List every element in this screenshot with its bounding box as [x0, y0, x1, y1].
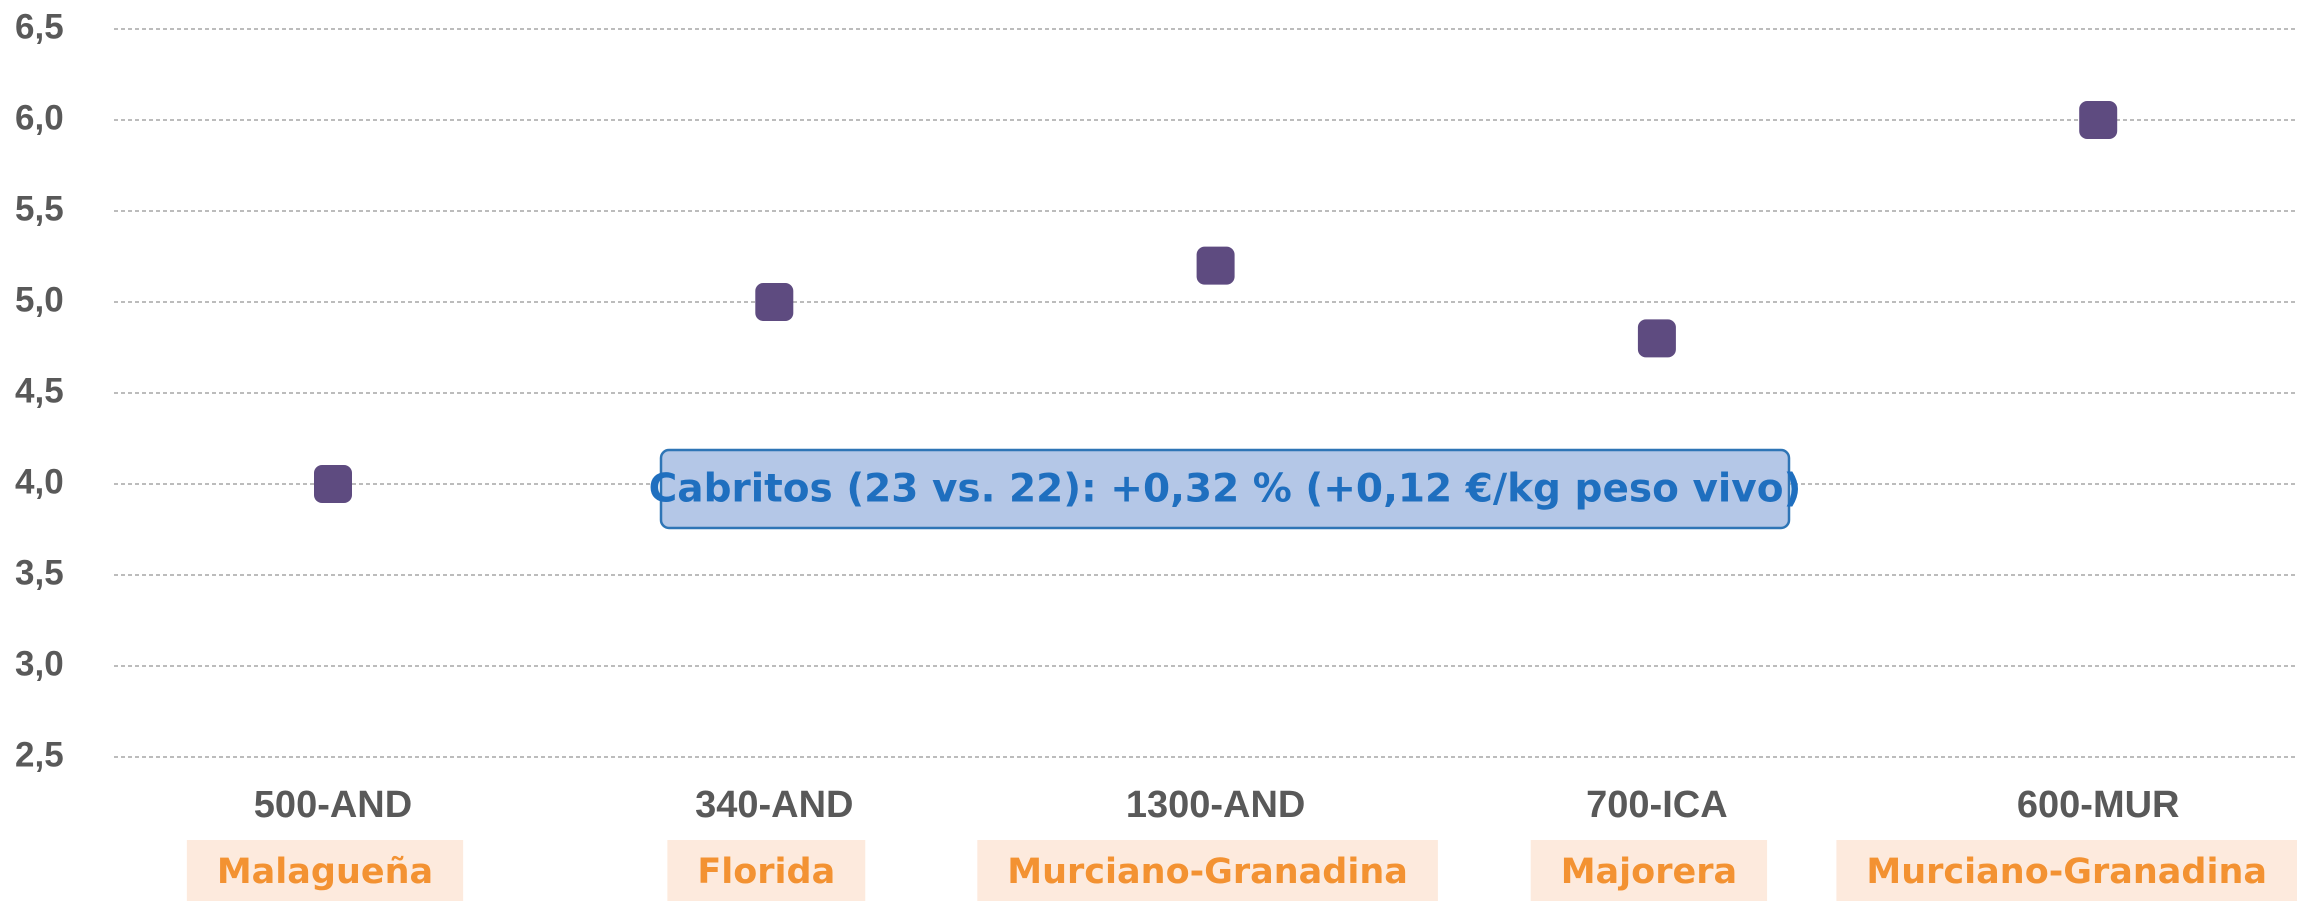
- x-tick-label: 700-ICA: [1586, 784, 1728, 826]
- subcategory-label: Majorera: [1561, 852, 1737, 892]
- subcategory-box: [1530, 840, 1768, 901]
- subcategory-box: [667, 840, 866, 901]
- y-tick-label: 5,0: [15, 280, 64, 319]
- x-tick-label: 340-AND: [695, 784, 853, 826]
- annotation: Cabritos (23 vs. 22): +0,32 % (+0,12 €/k…: [649, 467, 1802, 512]
- point: [755, 283, 794, 321]
- subcategory-label: Murciano-Granadina: [1007, 852, 1408, 892]
- subcategory-box: [186, 840, 464, 901]
- point: [1637, 319, 1676, 358]
- y-tick-label: 6,0: [15, 98, 64, 137]
- y-tick-label: 6,5: [15, 7, 64, 46]
- y-tick-label: 4,0: [15, 462, 64, 501]
- x-tick-label: 600-MUR: [2017, 784, 2180, 826]
- y-tick-label: 2,5: [15, 735, 64, 774]
- y-tick-label: 3,5: [15, 553, 64, 592]
- subcategory-label: Florida: [697, 852, 835, 892]
- subcategory-box: [1836, 840, 2297, 901]
- y-tick-label: 3,0: [15, 644, 64, 683]
- y-tick-label: 4,5: [15, 371, 64, 410]
- point: [1196, 246, 1235, 285]
- y-tick-label: 5,5: [15, 189, 64, 228]
- subcategory-label: Murciano-Granadina: [1866, 852, 2267, 892]
- annotation-box: [659, 448, 1791, 530]
- x-tick-label: 1300-AND: [1126, 784, 1306, 826]
- subcategory-label: Malagueña: [217, 852, 433, 892]
- point: [314, 465, 352, 503]
- subcategory-box: [977, 840, 1438, 901]
- point: [2079, 101, 2118, 139]
- x-tick-label: 500-AND: [254, 784, 412, 826]
